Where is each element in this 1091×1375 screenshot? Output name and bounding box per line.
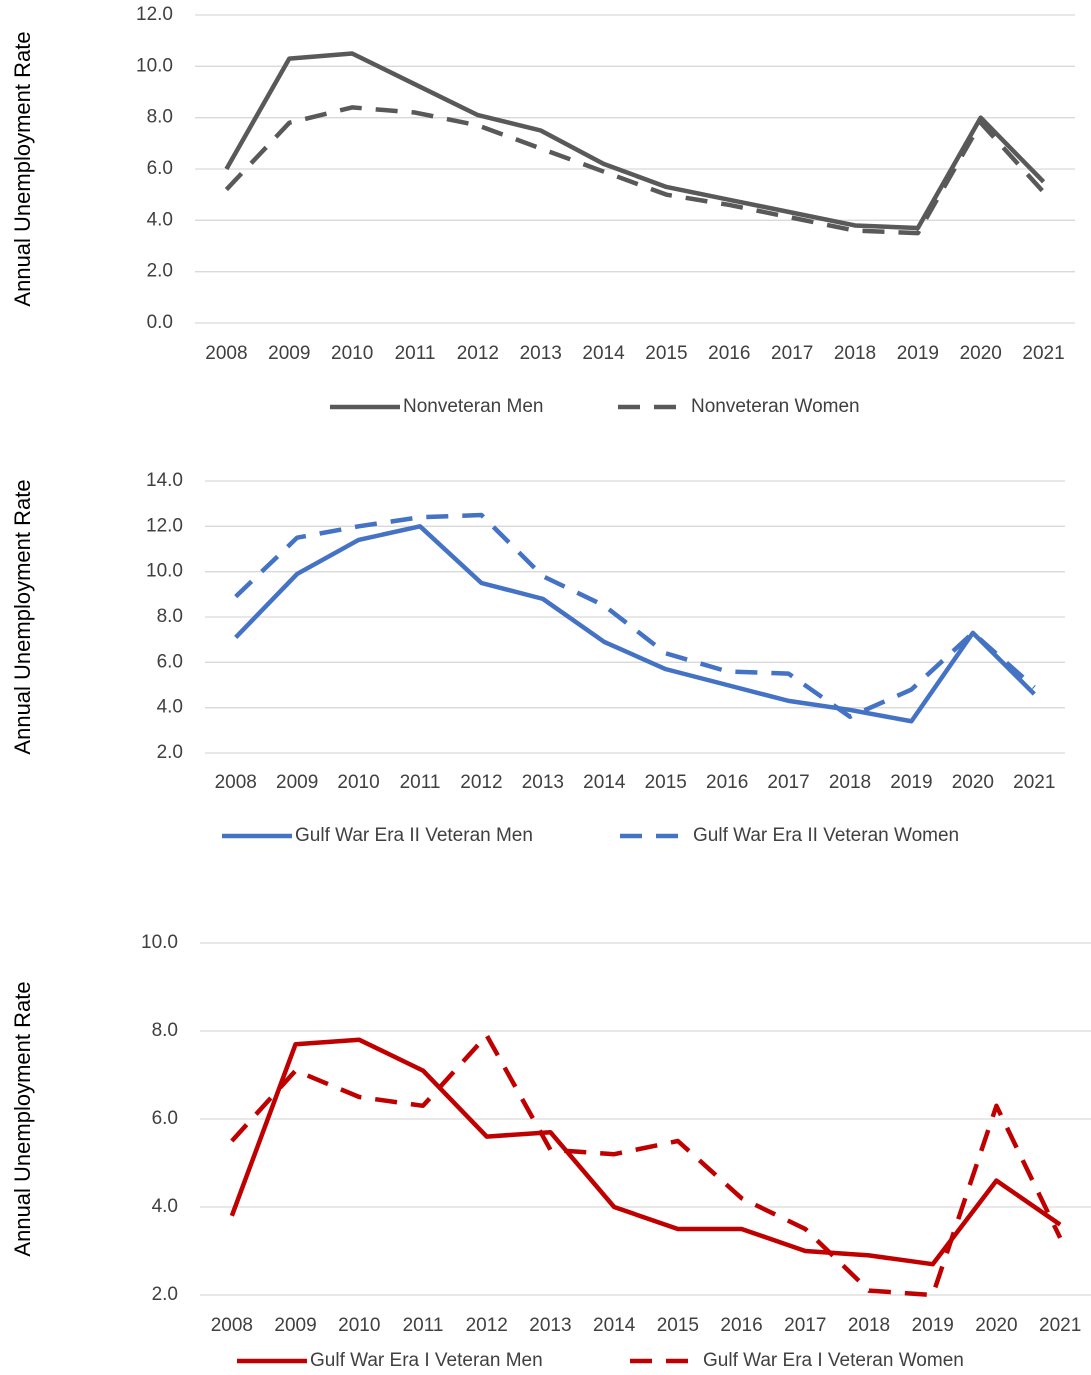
x-tick-label: 2021 [1039, 1315, 1081, 1336]
x-tick-label: 2019 [897, 343, 939, 364]
x-tick-label: 2012 [460, 772, 502, 793]
y-tick-label: 6.0 [152, 1108, 178, 1129]
x-tick-label: 2018 [848, 1315, 890, 1336]
y-tick-label: 14.0 [146, 470, 183, 491]
x-tick-label: 2020 [952, 772, 994, 793]
legend-label: Gulf War Era I Veteran Men [310, 1350, 543, 1371]
x-tick-label: 2014 [582, 343, 625, 364]
y-tick-label: 10.0 [141, 932, 178, 953]
x-tick-label: 2018 [829, 772, 871, 793]
x-tick-label: 2008 [215, 772, 257, 793]
y-tick-label: 8.0 [147, 107, 173, 128]
y-tick-label: 4.0 [157, 697, 183, 718]
x-tick-label: 2017 [771, 343, 813, 364]
x-tick-label: 2019 [912, 1315, 954, 1336]
x-tick-label: 2021 [1022, 343, 1064, 364]
x-tick-label: 2008 [205, 343, 247, 364]
x-tick-label: 2019 [890, 772, 932, 793]
y-tick-label: 2.0 [147, 261, 173, 282]
y-tick-label: 4.0 [152, 1196, 178, 1217]
y-tick-label: 12.0 [136, 4, 173, 25]
x-tick-label: 2010 [338, 1315, 380, 1336]
y-tick-label: 4.0 [147, 209, 173, 230]
x-tick-label: 2020 [975, 1315, 1017, 1336]
y-tick-label: 0.0 [147, 312, 173, 333]
x-tick-label: 2017 [784, 1315, 826, 1336]
x-tick-label: 2008 [211, 1315, 253, 1336]
y-tick-label: 2.0 [152, 1284, 178, 1305]
series-line [234, 524, 1036, 724]
y-tick-label: 10.0 [136, 55, 173, 76]
x-tick-label: 2009 [276, 772, 318, 793]
x-tick-label: 2015 [657, 1315, 699, 1336]
legend-label: Gulf War Era I Veteran Women [703, 1350, 964, 1371]
x-tick-label: 2011 [400, 772, 441, 793]
x-tick-label: 2016 [706, 772, 748, 793]
y-tick-label: 2.0 [157, 742, 183, 763]
x-tick-label: 2013 [529, 1315, 571, 1336]
x-tick-label: 2016 [720, 1315, 762, 1336]
legend-label: Gulf War Era II Veteran Women [693, 825, 959, 846]
x-tick-label: 2013 [520, 343, 562, 364]
y-tick-label: 8.0 [157, 606, 183, 627]
legend-label: Gulf War Era II Veteran Men [295, 825, 533, 846]
series-line [230, 1033, 1063, 1298]
x-tick-label: 2012 [457, 343, 499, 364]
x-tick-label: 2013 [522, 772, 564, 793]
y-tick-label: 6.0 [147, 158, 173, 179]
y-tick-label: 8.0 [152, 1020, 178, 1041]
x-tick-label: 2010 [337, 772, 379, 793]
x-tick-label: 2014 [583, 772, 626, 793]
y-tick-label: 10.0 [146, 561, 183, 582]
x-tick-label: 2009 [268, 343, 310, 364]
x-tick-label: 2011 [395, 343, 436, 364]
legend-label: Nonveteran Men [403, 396, 543, 417]
x-tick-label: 2017 [767, 772, 809, 793]
series-line [224, 51, 1046, 231]
y-tick-label: 6.0 [157, 651, 183, 672]
series-line [224, 105, 1046, 236]
series-line [229, 1037, 1062, 1267]
y-tick-label: 12.0 [146, 515, 183, 536]
x-tick-label: 2018 [834, 343, 876, 364]
x-tick-label: 2014 [593, 1315, 636, 1336]
legend-label: Nonveteran Women [691, 396, 860, 417]
x-tick-label: 2015 [645, 772, 687, 793]
series-line [234, 512, 1036, 719]
x-tick-label: 2009 [274, 1315, 316, 1336]
x-tick-label: 2011 [403, 1315, 444, 1336]
x-tick-label: 2015 [645, 343, 687, 364]
y-axis-title: Annual Unemployment Rate [10, 981, 35, 1256]
x-tick-label: 2012 [466, 1315, 508, 1336]
x-tick-label: 2020 [960, 343, 1002, 364]
y-axis-title: Annual Unemployment Rate [10, 479, 35, 754]
x-tick-label: 2010 [331, 343, 373, 364]
y-axis-title: Annual Unemployment Rate [10, 31, 35, 306]
x-tick-label: 2016 [708, 343, 750, 364]
x-tick-label: 2021 [1013, 772, 1055, 793]
